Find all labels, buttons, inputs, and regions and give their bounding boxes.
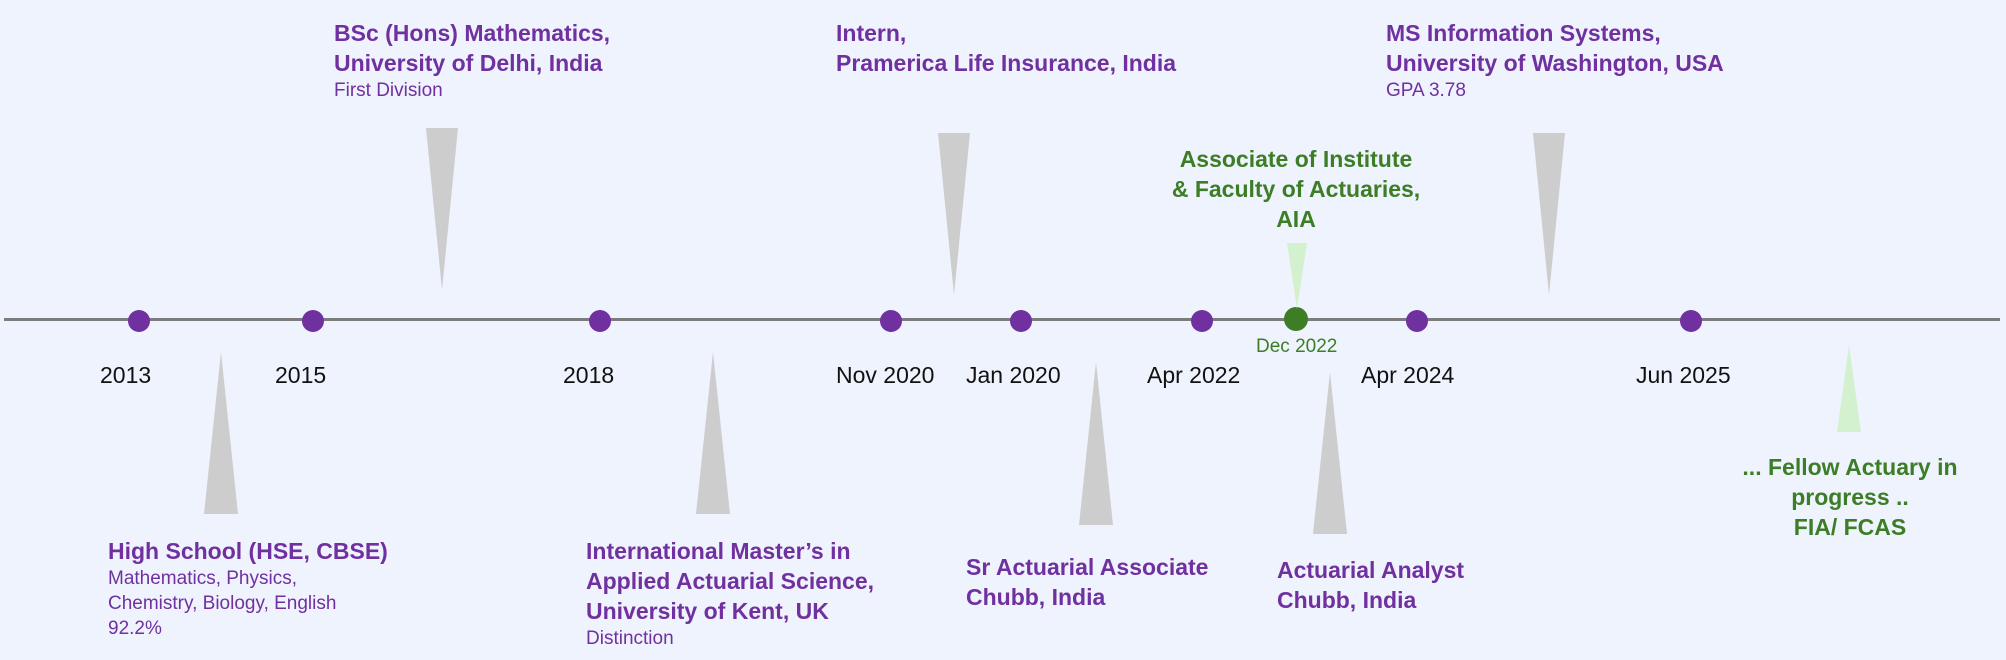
event-high-school-detail: Mathematics, Physics, Chemistry, Biology… xyxy=(108,568,337,639)
pointer-sr-associate xyxy=(1079,362,1113,525)
event-masters: International Master’s in Applied Actuar… xyxy=(586,536,946,651)
event-ms-detail: GPA 3.78 xyxy=(1386,80,1466,101)
axis-label-jan2020: Jan 2020 xyxy=(966,362,1061,388)
event-sr-associate-title: Sr Actuarial Associate Chubb, India xyxy=(966,554,1209,610)
event-sr-associate: Sr Actuarial Associate Chubb, India xyxy=(966,552,1266,612)
milestone-dot-dec2022 xyxy=(1284,307,1308,331)
pointer-aia xyxy=(1287,243,1307,309)
event-aia-title: Associate of Institute & Faculty of Actu… xyxy=(1171,146,1421,232)
event-masters-title: International Master’s in Applied Actuar… xyxy=(586,538,875,624)
event-intern-title: Intern, Pramerica Life Insurance, India xyxy=(836,20,1177,76)
milestone-dot-2015 xyxy=(302,310,324,332)
event-fellow-title: ... Fellow Actuary in progress .. FIA/ F… xyxy=(1742,454,1958,540)
event-bsc-detail: First Division xyxy=(334,80,443,101)
event-analyst-title: Actuarial Analyst Chubb, India xyxy=(1277,557,1465,613)
milestone-dot-nov2020 xyxy=(880,310,902,332)
event-aia: Associate of Institute & Faculty of Actu… xyxy=(1140,144,1452,234)
timeline-axis xyxy=(4,318,2000,321)
pointer-fellow xyxy=(1837,345,1861,432)
event-ms: MS Information Systems, University of Wa… xyxy=(1386,18,1806,103)
pointer-analyst xyxy=(1313,372,1347,534)
axis-label-2018: 2018 xyxy=(563,362,615,388)
pointer-ms xyxy=(1533,133,1565,295)
event-fellow: ... Fellow Actuary in progress .. FIA/ F… xyxy=(1716,452,1984,542)
milestone-dot-jun2025 xyxy=(1680,310,1702,332)
event-ms-title: MS Information Systems, University of Wa… xyxy=(1386,20,1724,76)
pointer-bsc xyxy=(426,128,458,290)
event-intern: Intern, Pramerica Life Insurance, India xyxy=(836,18,1256,78)
axis-label-2013: 2013 xyxy=(100,362,152,388)
event-masters-detail: Distinction xyxy=(586,628,674,649)
milestone-dot-2018 xyxy=(589,310,611,332)
milestone-dot-apr2022 xyxy=(1191,310,1213,332)
pointer-intern xyxy=(938,133,970,295)
event-bsc-title: BSc (Hons) Mathematics, University of De… xyxy=(334,20,611,76)
milestone-dot-jan2020 xyxy=(1010,310,1032,332)
axis-label-jun2025: Jun 2025 xyxy=(1636,362,1731,388)
event-high-school-title: High School (HSE, CBSE) xyxy=(108,538,388,564)
axis-label-nov2020: Nov 2020 xyxy=(836,362,935,388)
milestone-dot-2013 xyxy=(128,310,150,332)
event-analyst: Actuarial Analyst Chubb, India xyxy=(1277,555,1577,615)
pointer-high-school xyxy=(204,352,238,514)
axis-label-dec2022: Dec 2022 xyxy=(1256,336,1338,357)
axis-label-2015: 2015 xyxy=(275,362,327,388)
milestone-dot-apr2024 xyxy=(1406,310,1428,332)
event-bsc: BSc (Hons) Mathematics, University of De… xyxy=(334,18,734,103)
pointer-masters xyxy=(696,352,730,514)
event-high-school: High School (HSE, CBSE) Mathematics, Phy… xyxy=(108,536,468,641)
axis-label-apr2022: Apr 2022 xyxy=(1147,362,1241,388)
axis-label-apr2024: Apr 2024 xyxy=(1361,362,1455,388)
